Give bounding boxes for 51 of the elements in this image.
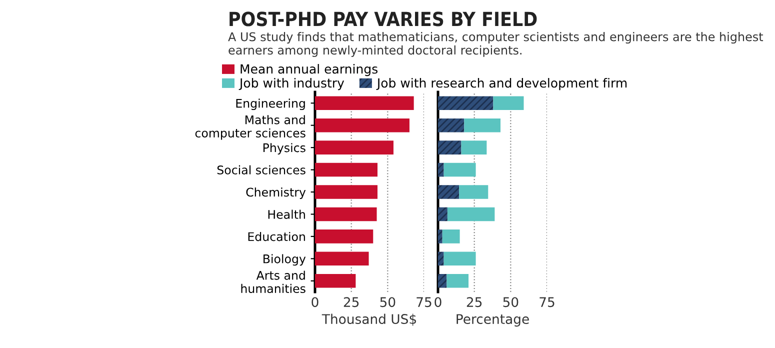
chart-title: POST-PHD PAY VARIES BY FIELD <box>230 12 537 26</box>
bar <box>315 96 414 110</box>
y-tick-label: Education <box>248 232 305 242</box>
x-tick-label: 50 <box>503 297 518 308</box>
y-tick-label: Maths and computer sciences <box>195 115 306 140</box>
x-tick-label: 75 <box>540 297 554 308</box>
bar <box>438 96 494 110</box>
bar <box>438 185 460 199</box>
bar <box>446 274 469 288</box>
x-tick-label: 0 <box>312 297 318 308</box>
bar <box>315 162 378 177</box>
bar <box>315 207 377 222</box>
bar <box>438 230 442 244</box>
y-tick-label: Physics <box>263 143 306 154</box>
bar <box>447 207 495 222</box>
y-tick-label: Chemistry <box>246 188 306 199</box>
x-tick-label: 25 <box>344 297 359 308</box>
bar <box>315 252 369 266</box>
bar <box>315 118 410 132</box>
bar <box>315 274 356 288</box>
bar <box>315 185 378 199</box>
bar <box>315 230 374 244</box>
bar <box>438 140 462 154</box>
legend-label: Job with research and development firm <box>376 78 627 90</box>
bar <box>438 252 444 266</box>
bar <box>444 252 476 266</box>
legend-label: Job with industry <box>238 78 344 90</box>
bar <box>459 185 488 199</box>
x-tick-label: 25 <box>466 297 482 308</box>
bar <box>442 230 460 244</box>
y-tick-label: Biology <box>264 254 306 266</box>
bar <box>438 118 464 132</box>
x-tick-label: 0 <box>434 297 442 308</box>
y-tick-label: Social sciences <box>217 165 306 174</box>
y-tick-label: Arts and humanities <box>241 270 306 294</box>
bar <box>438 162 444 177</box>
y-tick-label: Health <box>268 210 305 219</box>
bar <box>464 118 500 132</box>
bar <box>438 274 447 288</box>
x-axis-title: Percentage <box>456 314 529 327</box>
bar <box>315 140 394 154</box>
y-tick-label: Engineering <box>236 98 305 110</box>
x-axis-title: Thousand US$ <box>322 314 416 326</box>
x-tick-label: 75 <box>416 297 432 308</box>
text: A US study finds that mathematicians, computer scientists and engineers are the highest earners among newly-minted doctoral recipients. <box>228 32 764 57</box>
bar <box>444 162 476 177</box>
legend-label: Mean annual earnings <box>240 64 378 76</box>
bar <box>438 207 448 222</box>
bar <box>493 96 524 110</box>
x-tick-label: 50 <box>380 297 396 308</box>
bar <box>461 140 487 154</box>
